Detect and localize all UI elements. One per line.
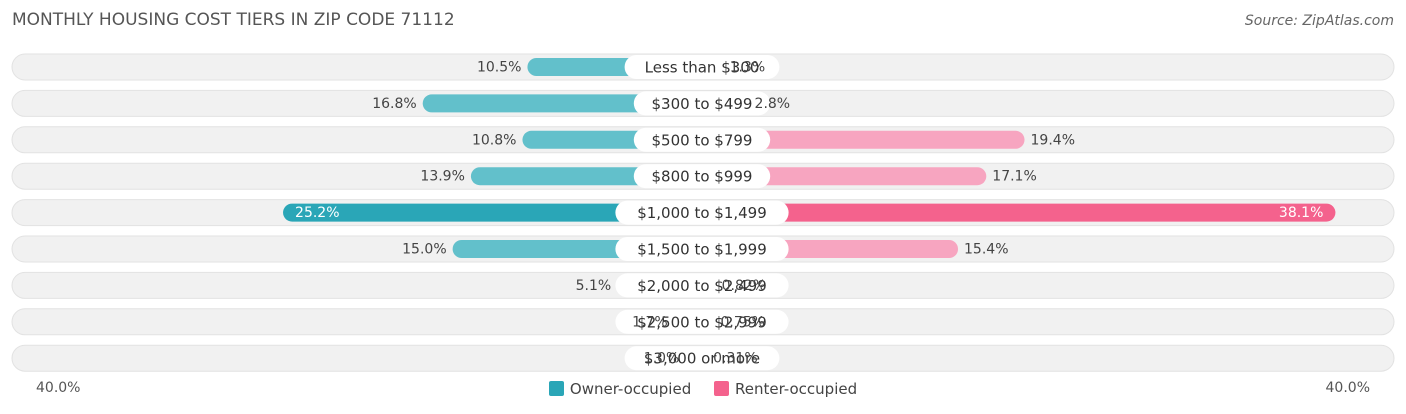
category-label: Less than $300 <box>645 59 760 77</box>
legend-swatch-owner <box>548 380 564 396</box>
legend-item-renter[interactable]: Renter-occupied <box>714 380 857 398</box>
category-label: $2,500 to $2,999 <box>637 313 767 331</box>
chart-row: $2,000 to $2,499 5.1% 0.82% <box>11 271 1395 299</box>
renter-value-label: 19.4% <box>1031 132 1075 148</box>
renter-value-label: 17.1% <box>992 169 1036 185</box>
chart-row: $500 to $799 10.8% 19.4% <box>11 126 1395 154</box>
owner-value-label: 16.8% <box>372 96 416 112</box>
renter-value-label: 0.82% <box>722 278 766 294</box>
owner-bar <box>422 94 702 113</box>
owner-value-label: 10.8% <box>472 132 516 148</box>
renter-bar <box>702 203 1336 222</box>
renter-value-label: 1.3% <box>730 60 766 76</box>
category-pill <box>624 55 780 79</box>
category-label: $3,000 or more <box>644 350 760 368</box>
category-pill <box>615 200 789 225</box>
category-pill <box>624 346 780 371</box>
owner-value-label: 13.9% <box>420 169 464 185</box>
renter-value-label: 0.31% <box>713 351 757 367</box>
source-label: Source: ZipAtlas.com <box>1244 13 1394 29</box>
category-label: $800 to $999 <box>652 168 753 186</box>
category-pill <box>615 309 789 334</box>
owner-value-label: 10.5% <box>477 60 521 76</box>
owner-value-label: 1.7% <box>632 314 668 330</box>
legend-swatch-renter <box>714 380 729 396</box>
chart-row: $300 to $499 16.8% 2.8% <box>11 89 1395 117</box>
chart-row: $1,500 to $1,999 15.0% 15.4% <box>11 235 1395 263</box>
axis-left-label: 40.0% <box>36 380 81 396</box>
category-pill <box>615 237 789 261</box>
axis-right-label: 40.0% <box>1325 380 1370 396</box>
renter-value-label: 15.4% <box>964 242 1008 258</box>
category-label: $2,000 to $2,499 <box>637 277 767 295</box>
chart-row: $1,000 to $1,499 25.2% 38.1% <box>11 199 1395 227</box>
category-pill <box>615 273 789 298</box>
owner-value-label: 1.0% <box>644 351 680 367</box>
category-label: $1,500 to $1,999 <box>637 241 767 259</box>
legend-label-owner: Owner-occupied <box>569 379 692 398</box>
category-pill <box>633 127 771 152</box>
chart-row: $800 to $999 13.9% 17.1% <box>11 162 1395 190</box>
legend: Owner-occupied Renter-occupied <box>0 379 1406 398</box>
chart-row: Less than $300 10.5% 1.3% <box>11 53 1395 81</box>
chart-title: MONTHLY HOUSING COST TIERS IN ZIP CODE 7… <box>12 10 455 30</box>
owner-value-label: 5.1% <box>576 278 612 294</box>
owner-bar <box>283 203 702 222</box>
category-label: $500 to $799 <box>652 131 753 149</box>
owner-value-label: 25.2% <box>295 205 339 221</box>
category-label: $300 to $499 <box>652 95 753 113</box>
renter-bar <box>702 167 987 186</box>
category-pill <box>633 164 771 189</box>
category-label: $1,000 to $1,499 <box>637 204 767 222</box>
owner-value-label: 15.0% <box>402 242 446 258</box>
renter-value-label: 38.1% <box>1279 205 1323 221</box>
renter-value-label: 2.8% <box>755 96 791 112</box>
legend-label-renter: Renter-occupied <box>735 379 858 398</box>
renter-bar <box>702 130 1025 149</box>
category-pill <box>633 91 771 116</box>
legend-item-owner[interactable]: Owner-occupied <box>548 379 692 398</box>
renter-value-label: 0.75% <box>720 314 764 330</box>
